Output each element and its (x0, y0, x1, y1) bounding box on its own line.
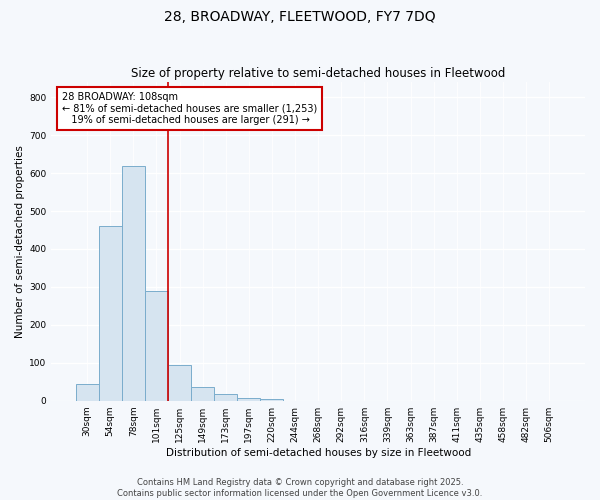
X-axis label: Distribution of semi-detached houses by size in Fleetwood: Distribution of semi-detached houses by … (166, 448, 471, 458)
Text: Contains HM Land Registry data © Crown copyright and database right 2025.
Contai: Contains HM Land Registry data © Crown c… (118, 478, 482, 498)
Bar (191, 388, 214, 400)
Bar (98, 226, 122, 400)
Text: 28, BROADWAY, FLEETWOOD, FY7 7DQ: 28, BROADWAY, FLEETWOOD, FY7 7DQ (164, 10, 436, 24)
Bar (145, 290, 168, 401)
Bar (168, 366, 191, 400)
Bar (237, 398, 260, 400)
Title: Size of property relative to semi-detached houses in Fleetwood: Size of property relative to semi-detach… (131, 66, 505, 80)
Text: 28 BROADWAY: 108sqm
← 81% of semi-detached houses are smaller (1,253)
   19% of : 28 BROADWAY: 108sqm ← 81% of semi-detach… (62, 92, 317, 125)
Bar (122, 166, 145, 400)
Bar (214, 394, 237, 400)
Y-axis label: Number of semi-detached properties: Number of semi-detached properties (15, 145, 25, 338)
Bar (260, 399, 283, 400)
Bar (76, 384, 98, 400)
